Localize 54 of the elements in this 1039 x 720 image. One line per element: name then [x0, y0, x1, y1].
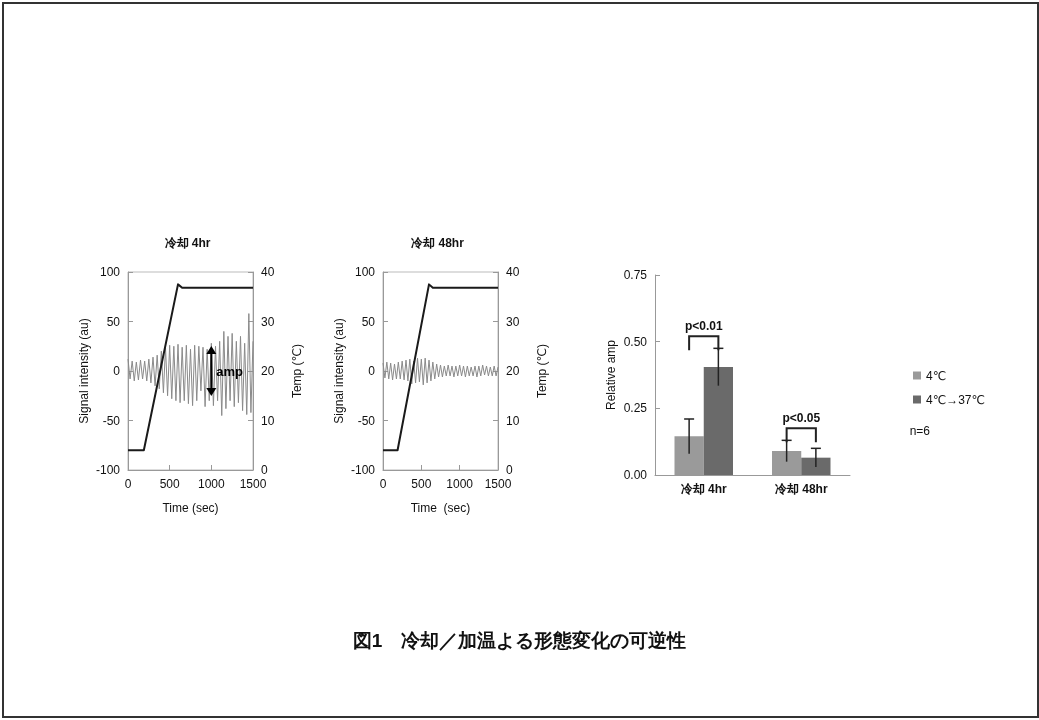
y-tick-label: 50	[361, 314, 376, 329]
y-tick-label: 0.00	[623, 468, 648, 482]
y2-tick-label: 20	[506, 364, 520, 378]
line-series	[127, 313, 254, 417]
y-tick-label: 0	[113, 364, 121, 378]
y-axis-title: Signal intensity (au)	[77, 318, 91, 424]
x-tick-label: 0	[124, 477, 132, 491]
y2-tick-label: 0	[506, 463, 513, 477]
x-tick-label: 500	[411, 477, 432, 491]
y-tick-label: 0	[368, 364, 376, 378]
y-tick-label: -100	[95, 463, 121, 477]
y-axis-title: Signal intensity (au)	[332, 318, 346, 424]
chart-title: 冷却 48hr	[411, 236, 465, 250]
chart-title: 冷却 4hr	[164, 236, 211, 250]
legend-label: 4℃→37℃	[926, 392, 986, 407]
line-series	[382, 357, 499, 386]
y-tick-label: 0.25	[623, 401, 648, 416]
y-tick-label: 50	[106, 314, 121, 329]
y-tick-label: -50	[357, 413, 376, 428]
x-tick-label: 冷却 48hr	[774, 482, 828, 496]
x-tick-label: 1000	[446, 477, 474, 491]
y2-tick-label: 20	[261, 364, 275, 378]
y2-tick-label: 30	[261, 314, 275, 329]
legend-label: 4℃	[926, 368, 947, 383]
caption: 図1 冷却／加温よる形態変化の可逆性	[351, 629, 688, 653]
y-tick-label: -50	[102, 413, 121, 428]
x-tick-label: 1500	[484, 477, 512, 491]
text: n=6	[909, 424, 931, 438]
bar	[703, 367, 733, 475]
y-tick-label: 0.50	[623, 334, 648, 349]
y-tick-label: 0.75	[623, 268, 648, 282]
x-axis-title: Time (sec)	[410, 501, 471, 515]
y2-tick-label: 0	[261, 463, 268, 477]
y2-tick-label: 40	[261, 265, 275, 279]
y2-tick-label: 30	[506, 314, 520, 329]
y-tick-label: 100	[99, 265, 121, 279]
y2-tick-label: 10	[506, 413, 520, 428]
x-tick-label: 1500	[239, 477, 267, 491]
x-tick-label: 冷却 4hr	[680, 482, 728, 496]
y-tick-label: 100	[354, 265, 376, 279]
x-tick-label: 1000	[197, 477, 225, 491]
y2-tick-label: 10	[261, 413, 275, 428]
x-tick-label: 0	[379, 477, 387, 491]
y2-axis-title: Temp (℃)	[535, 343, 549, 399]
annotation: p<0.05	[782, 411, 821, 426]
y2-axis-title: Temp (℃)	[290, 343, 304, 399]
x-axis-title: Time (sec)	[162, 501, 219, 515]
bar	[801, 457, 831, 475]
y-tick-label: -100	[350, 463, 376, 477]
annotation: p<0.01	[684, 319, 723, 334]
y-axis-title: Relative amp	[604, 339, 618, 411]
y2-tick-label: 40	[506, 265, 520, 279]
annotation: amp	[216, 363, 244, 379]
x-tick-label: 500	[159, 477, 180, 491]
